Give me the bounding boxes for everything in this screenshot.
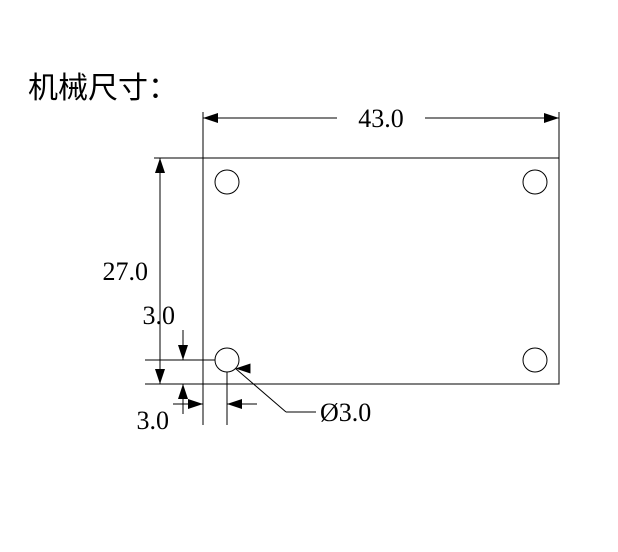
drawing-title: 机械尺寸： xyxy=(28,72,178,105)
dim-hole-diameter: Ø3.0 xyxy=(320,398,371,427)
hole-3 xyxy=(523,348,547,372)
dim-hole-x-margin: 3.0 xyxy=(137,406,170,435)
hole-0 xyxy=(215,170,239,194)
plate-outline xyxy=(203,158,559,384)
dim-height: 27.0 xyxy=(103,257,149,286)
hole-2 xyxy=(215,348,239,372)
dim-hole-y-margin: 3.0 xyxy=(143,301,176,330)
hole-1 xyxy=(523,170,547,194)
dim-width: 43.0 xyxy=(358,104,404,133)
